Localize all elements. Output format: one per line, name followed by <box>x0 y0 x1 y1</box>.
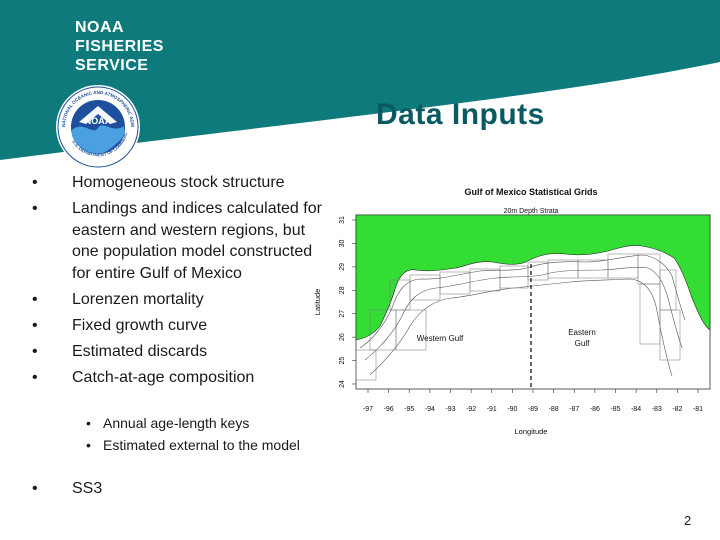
brand-line: FISHERIES <box>75 38 164 55</box>
x-axis-label: Longitude <box>515 427 548 436</box>
y-tick-label: 27 <box>339 310 346 318</box>
noaa-logo-icon: NOAA NATIONAL OCEANIC AND ATMOSPHERIC AD… <box>55 84 140 169</box>
header-band <box>0 0 720 160</box>
page-number: 2 <box>684 513 692 528</box>
x-tick-label: -96 <box>384 406 394 413</box>
list-item: • Lorenzen mortality <box>32 289 322 311</box>
brand-line: NOAA <box>75 19 125 36</box>
y-tick-label: 29 <box>339 263 346 271</box>
x-tick-label: -85 <box>610 406 620 413</box>
bullet-list: • Homogeneous stock structure • Landings a… <box>32 172 322 393</box>
eastern-gulf-label: Gulf <box>575 339 590 348</box>
x-tick-label: -94 <box>425 406 435 413</box>
map-subtitle: 20m Depth Strata <box>504 208 559 215</box>
land-mass <box>355 214 711 341</box>
svg-text:NOAA: NOAA <box>85 116 112 126</box>
bullet-marker: • <box>32 316 38 334</box>
bullet-text: Homogeneous stock structure <box>72 174 285 191</box>
bullet-text: Landings and indices calculated for east… <box>72 200 322 282</box>
list-item: • Estimated discards <box>32 341 322 363</box>
list-item: • Fixed growth curve <box>32 315 322 337</box>
gulf-statistical-grids-map: Gulf of Mexico Statistical Grids 20m Dep… <box>313 187 711 436</box>
y-axis-label: Latitude <box>313 289 322 316</box>
list-item: • Landings and indices calculated for eas… <box>32 198 322 284</box>
y-tick-label: 28 <box>339 286 346 294</box>
map-title: Gulf of Mexico Statistical Grids <box>464 187 597 197</box>
bullet-marker: • <box>32 480 38 497</box>
x-tick-label: -92 <box>466 406 476 413</box>
y-tick-label: 30 <box>339 239 346 247</box>
eastern-gulf-label: Eastern <box>568 328 596 337</box>
x-tick-label: -84 <box>631 406 641 413</box>
x-tick-label: -90 <box>507 406 517 413</box>
x-tick-label: -91 <box>487 406 497 413</box>
bullet-text: SS3 <box>72 480 103 497</box>
y-tick-label: 24 <box>339 380 346 388</box>
noaa-fisheries-wordmark: NOAA FISHERIES SERVICE <box>75 18 164 75</box>
y-tick-label: 25 <box>339 357 346 365</box>
bullet-text: Estimated external to the model <box>103 437 300 453</box>
x-axis-ticks: -97 -96 -95 -94 -93 -92 -91 -90 -89 -88 -87 -86 -85 -… <box>363 389 703 413</box>
x-tick-label: -95 <box>404 406 414 413</box>
bullet-marker: • <box>32 174 38 191</box>
bullet-text: Fixed growth curve <box>72 316 208 334</box>
y-tick-label: 26 <box>339 333 346 341</box>
brand-line: SERVICE <box>75 57 149 74</box>
bullet-text: Catch-at-age composition <box>72 368 255 386</box>
bullet-marker: • <box>32 368 38 386</box>
bullet-text: Annual age-length keys <box>103 415 250 431</box>
x-tick-label: -81 <box>693 406 703 413</box>
bullet-marker: • <box>32 290 38 308</box>
bullet-marker: • <box>32 342 38 360</box>
x-tick-label: -82 <box>672 406 682 413</box>
bullet-text: Lorenzen mortality <box>72 290 204 308</box>
sub-list-item: • Estimated external to the model <box>86 435 306 455</box>
x-tick-label: -93 <box>445 406 455 413</box>
x-tick-label: -88 <box>549 406 559 413</box>
bullet-marker: • <box>86 437 91 453</box>
y-axis-ticks: 31 30 29 28 27 26 25 24 <box>339 216 356 388</box>
slide-title: Data Inputs <box>376 98 545 131</box>
list-item: • Catch-at-age composition <box>32 367 322 389</box>
sub-bullet-list: • Annual age-length keys • Estimated exter… <box>86 413 306 457</box>
bullet-marker: • <box>32 200 38 217</box>
x-tick-label: -97 <box>363 406 373 413</box>
list-item: • Homogeneous stock structure <box>32 172 322 194</box>
western-gulf-label: Western Gulf <box>417 334 464 343</box>
x-tick-label: -89 <box>528 406 538 413</box>
x-tick-label: -86 <box>590 406 600 413</box>
x-tick-label: -87 <box>569 406 579 413</box>
y-tick-label: 31 <box>339 216 346 224</box>
x-tick-label: -83 <box>652 406 662 413</box>
sub-list-item: • Annual age-length keys <box>86 413 306 433</box>
map-plot-area: Western Gulf Eastern Gulf <box>355 214 711 390</box>
bullet-marker: • <box>86 415 91 431</box>
bullet-text: Estimated discards <box>72 342 208 360</box>
